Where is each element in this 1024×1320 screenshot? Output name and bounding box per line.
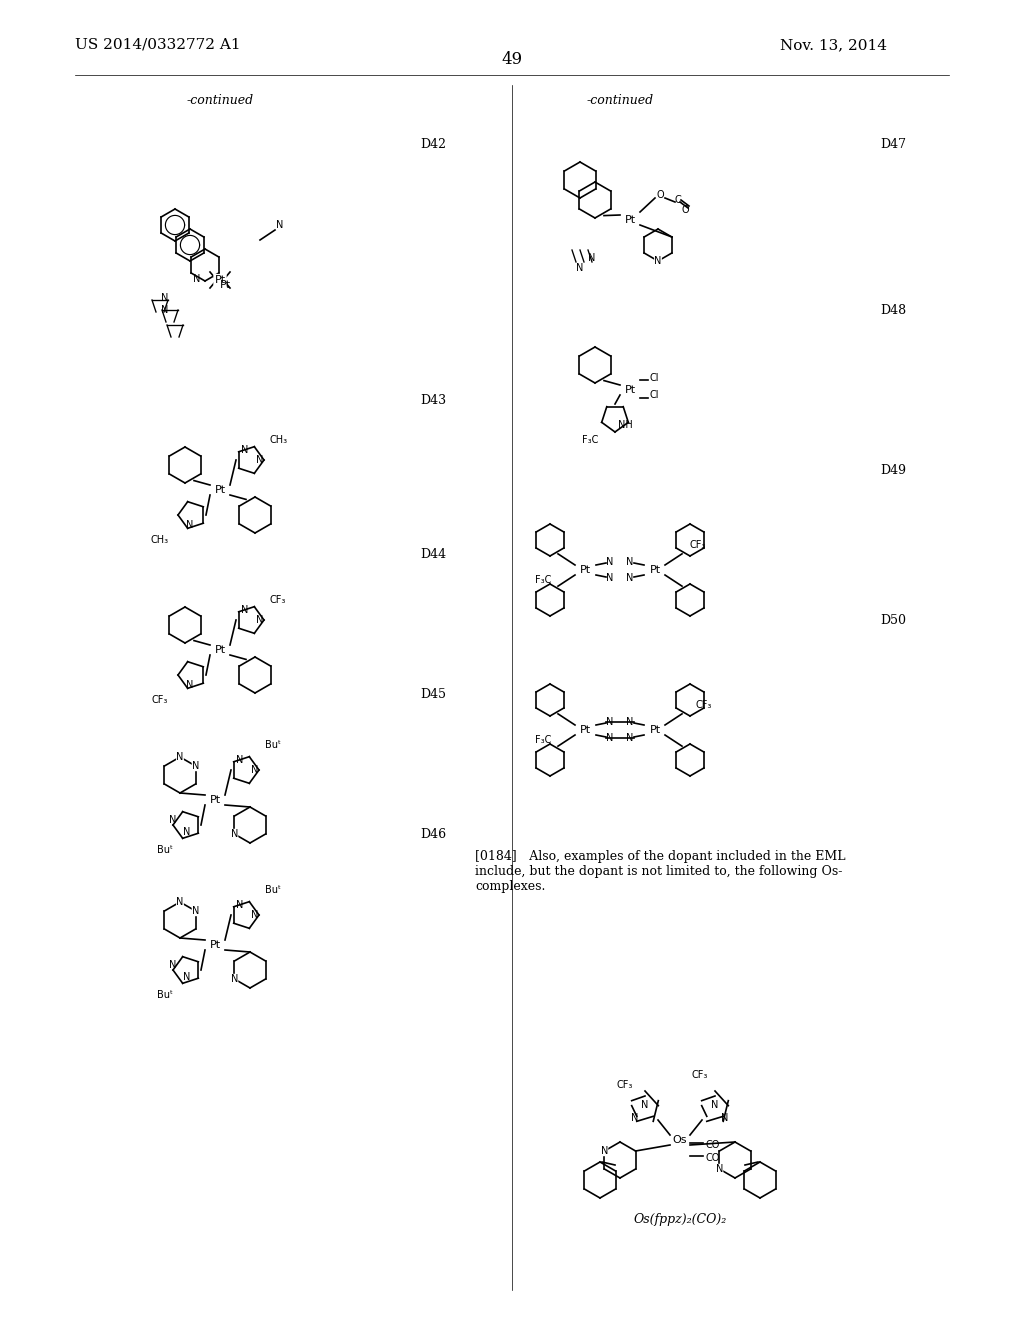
Text: CF₃: CF₃ xyxy=(152,696,168,705)
Text: N: N xyxy=(191,906,200,916)
Text: CF₃: CF₃ xyxy=(616,1080,633,1090)
Text: CF₃: CF₃ xyxy=(270,595,287,605)
Text: D42: D42 xyxy=(420,139,446,152)
Text: N: N xyxy=(256,615,264,624)
Text: CF₃: CF₃ xyxy=(695,700,712,710)
Text: NH: NH xyxy=(617,420,633,430)
Text: Os: Os xyxy=(673,1135,687,1144)
Text: N: N xyxy=(712,1100,719,1110)
Text: D46: D46 xyxy=(420,829,446,842)
Text: N: N xyxy=(237,900,244,909)
Text: N: N xyxy=(251,909,259,920)
Text: Buᵗ: Buᵗ xyxy=(265,884,281,895)
Text: N: N xyxy=(606,717,613,727)
Text: N: N xyxy=(256,455,264,465)
Text: Cl: Cl xyxy=(650,374,659,383)
Text: N: N xyxy=(194,273,201,284)
Text: N: N xyxy=(589,253,596,263)
Text: N: N xyxy=(242,605,249,615)
Text: N: N xyxy=(191,762,200,771)
Text: N: N xyxy=(627,733,634,743)
Text: CO: CO xyxy=(705,1140,720,1150)
Text: F₃C: F₃C xyxy=(535,735,551,744)
Text: 49: 49 xyxy=(502,51,522,69)
Text: O: O xyxy=(656,190,664,201)
Text: D50: D50 xyxy=(880,614,906,627)
Text: N: N xyxy=(242,445,249,455)
Text: Pt: Pt xyxy=(625,385,636,395)
Text: Pt: Pt xyxy=(649,725,660,735)
Text: N: N xyxy=(627,573,634,583)
Text: N: N xyxy=(641,1100,648,1110)
Text: N: N xyxy=(186,520,194,531)
Text: F₃C: F₃C xyxy=(535,576,551,585)
Text: Nov. 13, 2014: Nov. 13, 2014 xyxy=(780,38,887,51)
Text: N: N xyxy=(162,305,169,315)
Text: N: N xyxy=(176,752,183,762)
Text: N: N xyxy=(169,814,177,825)
Text: Pt: Pt xyxy=(210,795,220,805)
Text: N: N xyxy=(169,960,177,970)
Text: N: N xyxy=(276,220,284,230)
Text: Cl: Cl xyxy=(650,389,659,400)
Text: N: N xyxy=(601,1146,608,1156)
Text: Buᵗ: Buᵗ xyxy=(157,845,173,855)
Text: CH₃: CH₃ xyxy=(151,535,169,545)
Text: Pt: Pt xyxy=(580,565,591,576)
Text: -continued: -continued xyxy=(186,94,254,107)
Text: -continued: -continued xyxy=(587,94,653,107)
Text: N: N xyxy=(183,972,190,982)
Text: N: N xyxy=(186,680,194,690)
Text: D48: D48 xyxy=(880,304,906,317)
Text: D45: D45 xyxy=(420,689,446,701)
Text: CF₃: CF₃ xyxy=(690,540,707,550)
Text: N: N xyxy=(577,263,584,273)
Text: N: N xyxy=(230,974,239,983)
Text: N: N xyxy=(606,573,613,583)
Text: N: N xyxy=(230,829,239,840)
Text: N: N xyxy=(627,557,634,568)
Text: N: N xyxy=(654,256,662,267)
Text: N: N xyxy=(237,755,244,766)
Text: Pt: Pt xyxy=(625,215,636,224)
Text: US 2014/0332772 A1: US 2014/0332772 A1 xyxy=(75,38,241,51)
Text: C: C xyxy=(675,195,681,205)
Text: N: N xyxy=(162,293,169,304)
Text: CF₃: CF₃ xyxy=(692,1071,709,1080)
Text: N: N xyxy=(721,1113,729,1123)
Text: Pt: Pt xyxy=(219,280,230,290)
Text: Pt: Pt xyxy=(580,725,591,735)
Text: Buᵗ: Buᵗ xyxy=(265,741,281,750)
Text: N: N xyxy=(606,733,613,743)
Text: N: N xyxy=(176,898,183,907)
Text: D49: D49 xyxy=(880,463,906,477)
Text: CH₃: CH₃ xyxy=(270,436,288,445)
Text: N: N xyxy=(716,1164,723,1173)
Text: D47: D47 xyxy=(880,139,906,152)
Text: Buᵗ: Buᵗ xyxy=(157,990,173,1001)
Text: N: N xyxy=(251,766,259,775)
Text: Pt: Pt xyxy=(214,275,225,285)
Text: N: N xyxy=(632,1113,639,1123)
Text: N: N xyxy=(183,828,190,837)
Text: D43: D43 xyxy=(420,393,446,407)
Text: D44: D44 xyxy=(420,549,446,561)
Text: Pt: Pt xyxy=(649,565,660,576)
Text: Os(fppz)₂(CO)₂: Os(fppz)₂(CO)₂ xyxy=(634,1213,727,1226)
Text: N: N xyxy=(606,557,613,568)
Text: Pt: Pt xyxy=(210,940,220,950)
Text: CO: CO xyxy=(705,1152,720,1163)
Text: Pt: Pt xyxy=(214,645,225,655)
Text: Pt: Pt xyxy=(214,484,225,495)
Text: N: N xyxy=(627,717,634,727)
Text: O: O xyxy=(681,205,689,215)
Text: F₃C: F₃C xyxy=(582,436,598,445)
Text: [0184] Also, examples of the dopant included in the EML
include, but the dopant : [0184] Also, examples of the dopant incl… xyxy=(475,850,846,894)
